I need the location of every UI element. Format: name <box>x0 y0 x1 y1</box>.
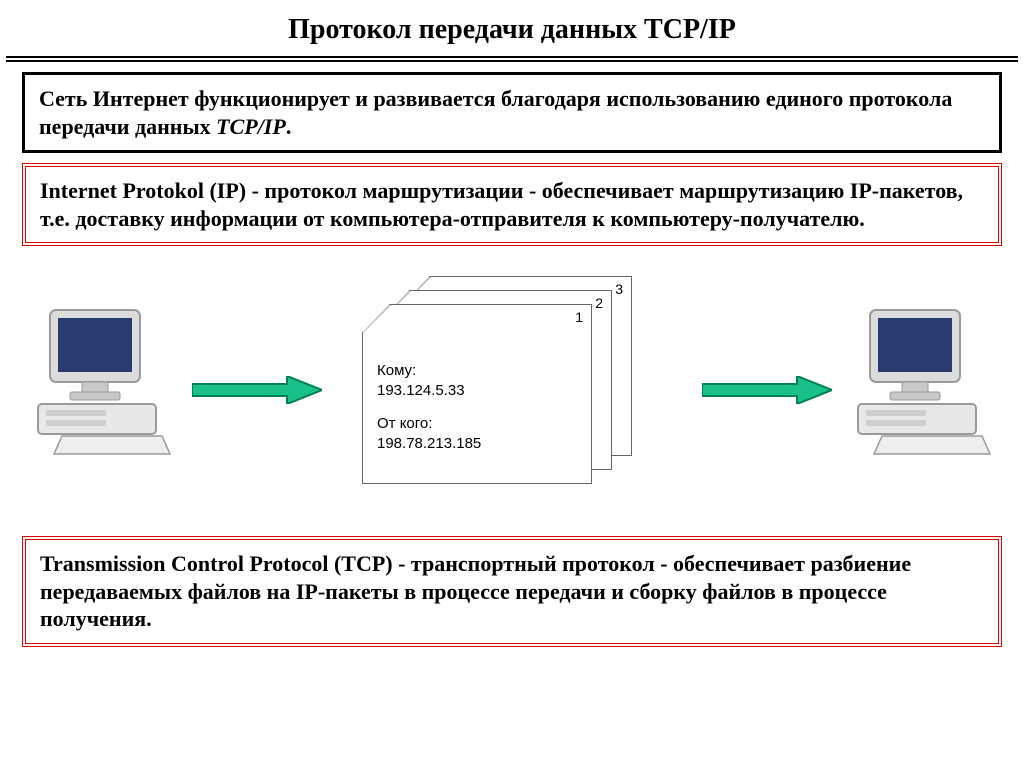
intro-text-em: TCP/IP <box>216 114 286 139</box>
packet-1: 1 Кому: 193.124.5.33 От кого: 198.78.213… <box>362 304 592 484</box>
arrow-left-icon <box>192 376 322 404</box>
sender-computer-icon <box>32 306 172 461</box>
ip-definition-box: Internet Protokol (IP) - протокол маршру… <box>22 163 1002 246</box>
intro-text-post: . <box>286 114 292 139</box>
packet-num-1: 1 <box>575 309 583 325</box>
arrow-right-icon <box>702 376 832 404</box>
packet-from-label: От кого: <box>377 414 481 434</box>
packet-stack: 3 2 1 Кому: 193.124.5.33 От кого: 198.78… <box>362 276 642 496</box>
tcp-definition-box: Transmission Control Protocol (TCP) - тр… <box>22 536 1002 647</box>
packet-from-ip: 198.78.213.185 <box>377 434 481 454</box>
page-title: Протокол передачи данных TCP/IP <box>0 0 1024 56</box>
packet-to-ip: 193.124.5.33 <box>377 381 481 401</box>
intro-text-pre: Сеть Интернет функционирует и развиваетс… <box>39 86 952 139</box>
packet-to-label: Кому: <box>377 361 481 381</box>
packet-num-2: 2 <box>595 295 603 311</box>
title-rule <box>6 56 1018 62</box>
intro-box: Сеть Интернет функционирует и развиваетс… <box>22 72 1002 153</box>
ip-diagram: 3 2 1 Кому: 193.124.5.33 От кого: 198.78… <box>22 256 1002 526</box>
receiver-computer-icon <box>852 306 992 461</box>
packet-num-3: 3 <box>615 281 623 297</box>
packet-content: Кому: 193.124.5.33 От кого: 198.78.213.1… <box>377 361 481 453</box>
